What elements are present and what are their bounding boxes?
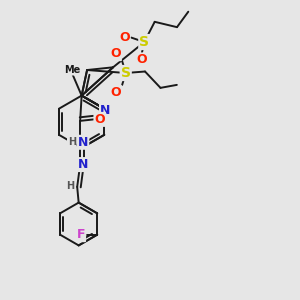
Text: S: S	[139, 35, 149, 49]
Text: N: N	[78, 158, 88, 171]
Text: N: N	[100, 104, 110, 117]
Text: O: O	[110, 47, 121, 60]
Text: S: S	[121, 66, 131, 80]
Text: O: O	[94, 113, 105, 126]
Text: O: O	[119, 31, 130, 44]
Text: F: F	[76, 228, 85, 241]
Text: O: O	[110, 86, 121, 99]
Text: N: N	[78, 136, 88, 149]
Text: H: H	[67, 181, 75, 191]
Text: O: O	[136, 53, 147, 66]
Text: H: H	[68, 137, 76, 147]
Text: Me: Me	[64, 65, 81, 75]
